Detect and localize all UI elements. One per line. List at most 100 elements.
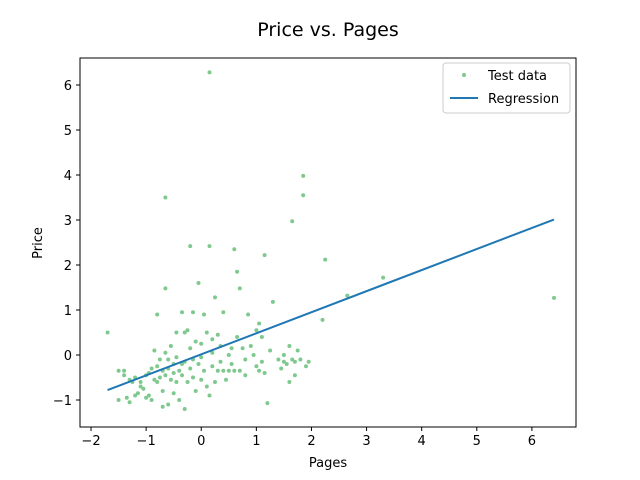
data-point: [290, 357, 295, 362]
y-tick-label: 4: [64, 169, 72, 184]
data-point: [287, 344, 292, 348]
data-point: [552, 295, 556, 300]
data-point: [301, 173, 306, 178]
data-point: [174, 380, 179, 384]
data-point: [210, 337, 215, 342]
data-point: [199, 341, 204, 346]
data-point: [185, 380, 190, 384]
x-tick-label: −1: [137, 434, 156, 449]
x-tick-label: 0: [197, 434, 205, 449]
data-point: [213, 380, 217, 384]
data-point: [287, 380, 292, 384]
data-point: [210, 350, 215, 355]
data-point: [202, 312, 206, 317]
x-axis-ticks: −2 −1 0 1 2 3 4 5 6: [81, 427, 536, 449]
data-point: [224, 377, 228, 382]
data-point: [240, 346, 245, 351]
data-point: [290, 219, 295, 224]
regression-line: [107, 218, 555, 392]
data-point: [292, 373, 297, 378]
data-point: [163, 286, 168, 291]
x-tick-label: 3: [362, 434, 370, 449]
data-point: [199, 355, 204, 360]
data-point: [232, 368, 237, 373]
data-point: [243, 373, 248, 378]
data-point: [306, 359, 311, 364]
data-point: [196, 281, 201, 285]
x-tick-label: 1: [252, 434, 260, 449]
data-point: [235, 335, 240, 339]
y-tick-label: 3: [64, 214, 72, 229]
data-point: [155, 364, 160, 369]
y-tick-label: 5: [64, 124, 72, 139]
y-tick-label: 2: [64, 259, 72, 274]
y-tick-label: −1: [53, 394, 72, 409]
data-point: [254, 364, 259, 369]
data-point: [262, 371, 267, 375]
x-tick-label: 2: [307, 434, 315, 449]
data-point: [166, 357, 171, 362]
data-point: [160, 389, 165, 393]
data-point: [257, 368, 262, 373]
data-point: [229, 346, 234, 351]
data-point: [304, 364, 308, 369]
data-point: [237, 286, 242, 291]
data-point: [166, 402, 171, 407]
data-point: [188, 244, 193, 249]
data-point: [202, 368, 206, 373]
data-point: [157, 375, 162, 380]
data-point: [218, 359, 223, 364]
data-point: [262, 253, 267, 258]
data-point: [160, 404, 165, 409]
data-point: [135, 391, 140, 396]
data-point: [171, 391, 176, 396]
data-point: [152, 377, 157, 382]
data-point: [133, 393, 138, 398]
data-point: [182, 407, 187, 411]
data-point: [193, 339, 198, 344]
legend-label-test-data: Test data: [487, 69, 547, 84]
data-point: [204, 330, 209, 335]
data-point: [207, 393, 212, 398]
data-point: [301, 193, 306, 198]
legend: Test data Regression: [442, 62, 571, 114]
plot-frame: [79, 57, 577, 428]
data-point: [279, 366, 284, 371]
data-point: [174, 355, 179, 360]
data-point: [237, 368, 242, 373]
regression-line-layer: [107, 218, 555, 392]
x-tick-label: 4: [418, 434, 426, 449]
data-point: [138, 380, 143, 384]
data-point: [168, 344, 173, 348]
data-point: [149, 398, 154, 402]
data-point: [265, 401, 270, 406]
data-point: [141, 386, 146, 391]
data-point: [229, 362, 234, 366]
data-point: [226, 353, 231, 357]
data-point: [276, 357, 281, 362]
data-point: [221, 310, 226, 315]
data-point: [235, 269, 240, 274]
data-point: [155, 380, 160, 384]
data-point: [270, 299, 275, 304]
data-point: [188, 366, 193, 371]
data-point: [180, 310, 184, 315]
data-point: [207, 244, 212, 249]
data-point: [215, 332, 220, 337]
data-point: [116, 398, 121, 402]
data-point: [320, 317, 325, 322]
data-point: [213, 295, 217, 300]
data-point: [254, 328, 259, 333]
data-point: [292, 359, 297, 364]
scatter-points: [105, 70, 556, 411]
data-point: [124, 395, 129, 400]
data-point: [257, 321, 262, 326]
legend-box: [442, 62, 571, 114]
data-point: [157, 357, 162, 362]
data-point: [116, 368, 121, 373]
data-point: [177, 398, 182, 402]
data-point: [152, 348, 157, 353]
x-tick-label: 6: [528, 434, 536, 449]
data-point: [138, 384, 143, 389]
